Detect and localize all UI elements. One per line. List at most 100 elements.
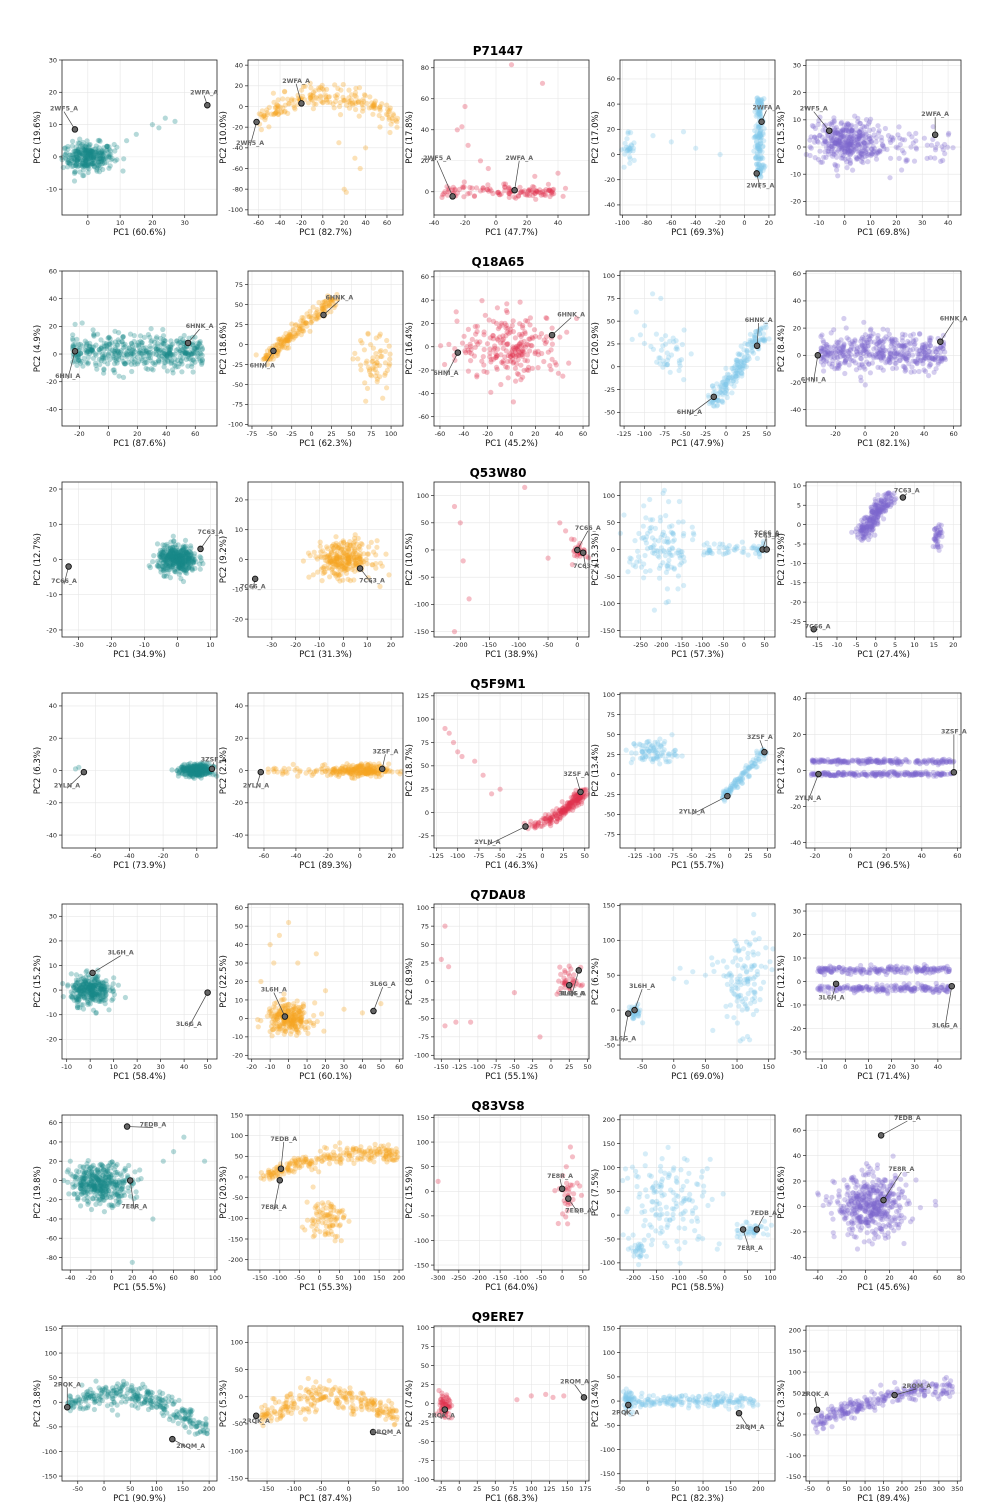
data-point bbox=[666, 557, 672, 563]
x-tick-label: -25 bbox=[286, 430, 297, 438]
data-point bbox=[668, 139, 674, 145]
data-point bbox=[189, 363, 195, 370]
data-point bbox=[77, 162, 83, 168]
data-point bbox=[658, 347, 665, 353]
data-point bbox=[446, 341, 452, 347]
data-point bbox=[85, 156, 91, 162]
x-tick-label: -10 bbox=[314, 641, 325, 649]
data-point bbox=[100, 160, 106, 166]
data-point bbox=[927, 155, 934, 161]
data-point bbox=[677, 562, 683, 568]
data-point bbox=[144, 350, 150, 356]
data-point bbox=[368, 539, 374, 546]
y-axis-label: PC2 (9.2%) bbox=[219, 536, 229, 583]
x-axis-label: PC1 (45.2%) bbox=[485, 439, 538, 449]
y-tick-label: 0 bbox=[611, 363, 615, 371]
data-point bbox=[830, 151, 836, 157]
x-tick-label: -125 bbox=[617, 430, 632, 438]
data-point bbox=[67, 161, 73, 167]
data-point bbox=[384, 337, 390, 344]
data-point bbox=[563, 528, 569, 534]
data-point bbox=[79, 151, 85, 157]
x-tick-label: -50 bbox=[680, 430, 691, 438]
data-point bbox=[474, 323, 480, 329]
data-point bbox=[93, 150, 99, 156]
data-point bbox=[665, 598, 672, 605]
data-point bbox=[356, 98, 362, 104]
data-points bbox=[818, 315, 949, 388]
data-point bbox=[379, 115, 385, 122]
data-point bbox=[648, 524, 655, 531]
data-point bbox=[854, 351, 860, 357]
data-point bbox=[850, 167, 856, 173]
data-point bbox=[190, 340, 196, 346]
y-tick-label: 0 bbox=[239, 103, 243, 111]
data-point bbox=[625, 569, 631, 575]
data-point bbox=[80, 161, 86, 167]
point-label: 6HNK_A bbox=[940, 315, 968, 322]
data-point bbox=[84, 162, 91, 168]
data-point bbox=[650, 517, 656, 523]
data-point bbox=[387, 351, 393, 357]
x-tick-label: -20 bbox=[715, 219, 726, 227]
data-point bbox=[99, 161, 105, 167]
y-tick-label: 30 bbox=[793, 62, 801, 70]
data-point bbox=[888, 155, 894, 161]
data-point bbox=[124, 354, 130, 360]
data-point bbox=[506, 194, 512, 200]
data-point bbox=[860, 123, 866, 129]
data-point bbox=[917, 331, 923, 337]
y-tick-label: 40 bbox=[607, 100, 615, 108]
data-point bbox=[821, 368, 827, 374]
x-axis-label: PC1 (69.8%) bbox=[857, 228, 910, 238]
data-point bbox=[66, 155, 72, 161]
y-tick-label: 0 bbox=[239, 341, 243, 349]
data-point bbox=[878, 365, 884, 371]
data-point bbox=[831, 355, 838, 361]
data-point bbox=[97, 155, 103, 162]
x-tick-label: -40 bbox=[275, 219, 286, 227]
data-point bbox=[152, 361, 158, 368]
y-tick-label: 50 bbox=[421, 519, 429, 527]
highlight-point bbox=[65, 563, 72, 570]
data-point bbox=[451, 629, 458, 635]
data-point bbox=[88, 157, 94, 163]
data-point bbox=[62, 145, 68, 151]
data-point bbox=[642, 552, 648, 559]
x-tick-label: -40 bbox=[458, 430, 469, 438]
highlight-point bbox=[763, 546, 770, 553]
x-tick-label: -40 bbox=[429, 219, 440, 227]
data-point bbox=[99, 150, 105, 156]
data-point bbox=[888, 495, 894, 501]
y-tick-label: -75 bbox=[232, 401, 243, 409]
data-point bbox=[153, 336, 159, 342]
data-point bbox=[339, 546, 345, 552]
data-point bbox=[497, 324, 503, 330]
data-point bbox=[70, 336, 76, 342]
data-point bbox=[105, 154, 112, 160]
data-point bbox=[259, 108, 265, 114]
data-point bbox=[709, 550, 715, 557]
data-point bbox=[353, 106, 359, 113]
data-point bbox=[89, 149, 95, 155]
x-tick-label: 75 bbox=[367, 430, 375, 438]
data-point bbox=[93, 154, 99, 160]
data-point bbox=[80, 146, 86, 152]
data-point bbox=[82, 152, 88, 158]
data-point bbox=[95, 150, 101, 157]
data-point bbox=[758, 164, 765, 170]
data-point bbox=[473, 185, 480, 191]
data-point bbox=[701, 542, 707, 548]
data-point bbox=[468, 358, 474, 364]
highlight-point bbox=[204, 101, 211, 109]
data-point bbox=[863, 134, 869, 140]
data-point bbox=[533, 196, 539, 202]
data-point bbox=[532, 349, 539, 355]
data-point bbox=[812, 155, 818, 161]
data-point bbox=[928, 142, 935, 148]
data-point bbox=[253, 352, 259, 358]
data-point bbox=[182, 537, 189, 544]
data-point bbox=[104, 143, 110, 149]
data-point bbox=[688, 351, 694, 357]
x-tick-label: -10 bbox=[139, 641, 150, 649]
